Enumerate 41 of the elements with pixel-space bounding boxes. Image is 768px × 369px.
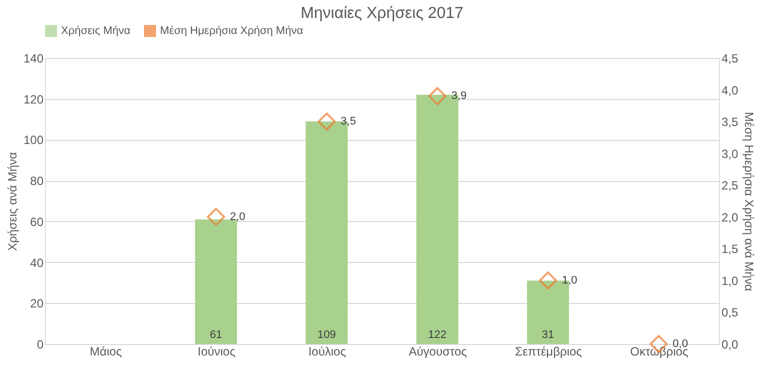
x-tick-label: Αύγουστος [408, 344, 468, 358]
y-tick-label: 100 [23, 133, 44, 148]
point [428, 87, 446, 106]
point [318, 112, 336, 131]
data-label: 31 [542, 329, 554, 341]
y-axis-title: Χρήσεις ανά Μήνα [5, 152, 20, 251]
y-tick-label: 120 [23, 92, 44, 106]
x-tick-label: Ιούνιος [198, 344, 236, 358]
y-tick-label: 80 [30, 174, 44, 188]
x-tick-label: Σεπτέμβριος [515, 344, 582, 358]
data-label: 1,0 [562, 274, 578, 286]
legend-label: Χρήσεις Μήνα [61, 25, 131, 37]
data-label: 3,5 [340, 116, 356, 128]
y-tick-label: 140 [23, 52, 44, 66]
y2-tick-label: 4,5 [722, 52, 739, 66]
y2-tick-label: 3,5 [722, 115, 739, 130]
y-tick-label: 0 [36, 338, 44, 352]
y2-tick-label: 0,5 [722, 306, 739, 320]
y2-axis-title: Μέση Ημερήσια Χρήση ανά Μήνα [742, 112, 756, 292]
point [538, 271, 558, 290]
y-tick-label: 40 [30, 256, 44, 270]
y2-tick-label: 1,0 [722, 274, 739, 288]
y-tick-label: 60 [30, 214, 44, 229]
y2-tick-label: 3,0 [722, 146, 739, 161]
data-label: 122 [428, 329, 447, 341]
legend-label: Μέση Ημερήσια Χρήση Μήνα [160, 25, 304, 37]
y2-tick-label: 2,0 [722, 210, 739, 224]
data-label: 2,0 [230, 210, 246, 223]
data-label: 109 [317, 329, 336, 341]
y2-tick-label: 4,0 [722, 83, 739, 98]
y2-tick-label: 0,0 [722, 338, 739, 352]
data-label: 61 [210, 329, 222, 341]
point [206, 208, 226, 226]
y2-tick-label: 1,5 [722, 242, 739, 256]
x-tick-label: Μάιος [90, 344, 122, 358]
chart-title: Μηνιαίες Χρήσεις 2017 [300, 5, 464, 22]
x-tick-label: Ιούλιος [308, 344, 346, 358]
data-label: 3,9 [451, 90, 467, 102]
y-tick-label: 20 [30, 296, 44, 311]
y2-tick-label: 2,5 [722, 178, 739, 193]
data-label: 0,0 [672, 338, 688, 350]
